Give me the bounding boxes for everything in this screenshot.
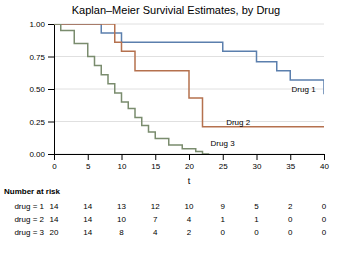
x-tick-mark (122, 154, 123, 160)
x-tick: 35 (286, 154, 295, 171)
y-tick: 1.00 (29, 20, 54, 29)
curve-label: Drug 3 (211, 139, 236, 148)
risk-value: 10 (185, 202, 194, 211)
risk-value: 12 (151, 202, 160, 211)
y-tick: 0.50 (29, 85, 54, 94)
km-curve (54, 24, 324, 127)
x-tick-label: 35 (286, 162, 295, 171)
x-tick-mark (54, 154, 55, 160)
x-tick: 40 (320, 154, 329, 171)
x-tick: 15 (151, 154, 160, 171)
y-axis: 0.00 0.25 0.50 0.75 1.00 (29, 20, 54, 159)
x-tick: 20 (185, 154, 194, 171)
x-axis: 0 5 10 15 20 25 30 35 40 (52, 154, 329, 171)
curve-label: Drug 2 (226, 118, 251, 127)
x-tick-mark (290, 154, 291, 160)
risk-value: 1 (221, 215, 226, 224)
risk-row-label: drug = 2 (14, 215, 44, 224)
risk-value: 9 (221, 202, 226, 211)
risk-value: 8 (119, 228, 124, 237)
x-tick: 10 (118, 154, 127, 171)
x-tick-label: 25 (219, 162, 228, 171)
risk-table: drug = 114141312109520drug = 21414107411… (14, 202, 326, 237)
risk-value: 2 (288, 202, 293, 211)
y-tick: 0.75 (29, 53, 54, 62)
x-tick-label: 0 (52, 162, 57, 171)
x-tick-label: 20 (185, 162, 194, 171)
x-tick-mark (189, 154, 190, 160)
risk-value: 10 (117, 215, 126, 224)
x-tick: 30 (253, 154, 262, 171)
x-tick: 0 (52, 154, 57, 171)
x-tick-label: 15 (151, 162, 160, 171)
risk-value: 14 (83, 228, 92, 237)
risk-value: 4 (153, 228, 158, 237)
x-tick-label: 10 (118, 162, 127, 171)
risk-value: 0 (288, 215, 293, 224)
risk-value: 20 (50, 228, 59, 237)
risk-value: 0 (288, 228, 293, 237)
y-tick: 0.00 (29, 150, 54, 159)
x-tick-label: 40 (320, 162, 329, 171)
risk-value: 14 (50, 202, 59, 211)
y-tick-mark (48, 122, 54, 123)
risk-value: 0 (221, 228, 226, 237)
risk-value: 13 (117, 202, 126, 211)
risk-value: 4 (187, 215, 192, 224)
risk-row-label: drug = 3 (14, 228, 44, 237)
y-tick-mark (48, 89, 54, 90)
curves (54, 24, 324, 154)
risk-value: 2 (187, 228, 192, 237)
y-tick-label: 0.75 (29, 53, 45, 62)
risk-value: 5 (254, 202, 259, 211)
risk-row-label: drug = 1 (14, 202, 44, 211)
title: Kaplan–Meier Survivial Estimates, by Dru… (72, 4, 280, 16)
y-tick-label: 0.50 (29, 85, 45, 94)
chart: Kaplan–Meier Survivial Estimates, by Dru… (0, 0, 352, 256)
grid (54, 24, 324, 154)
x-tick-label: 30 (253, 162, 262, 171)
y-tick-label: 1.00 (29, 20, 45, 29)
x-tick-mark (223, 154, 224, 160)
y-tick-label: 0.25 (29, 118, 45, 127)
x-tick-label: 5 (86, 162, 91, 171)
y-tick-mark (48, 57, 54, 58)
risk-value: 7 (153, 215, 158, 224)
x-axis-line (55, 155, 325, 161)
risk-value: 1 (254, 215, 259, 224)
x-tick-mark (324, 154, 325, 160)
y-tick-mark (48, 154, 54, 155)
x-tick: 25 (219, 154, 228, 171)
km-curve (54, 24, 209, 154)
y-tick-label: 0.00 (29, 150, 45, 159)
risk-value: 0 (322, 202, 327, 211)
y-tick: 0.25 (29, 118, 54, 127)
risk-value: 0 (322, 215, 327, 224)
grid-line (54, 121, 324, 122)
annotations: Drug 1 Drug 2 Drug 3 (211, 85, 317, 147)
risk-table-header: Number at risk (4, 187, 61, 196)
risk-value: 14 (50, 215, 59, 224)
risk-value: 14 (83, 215, 92, 224)
risk-value: 0 (322, 228, 327, 237)
x-tick-mark (155, 154, 156, 160)
plot: 0.00 0.25 0.50 0.75 1.00 0 5 10 15 20 25 30 35 40 t Dru… (29, 20, 329, 186)
x-tick-mark (257, 154, 258, 160)
x-tick: 5 (86, 154, 91, 171)
x-tick-mark (88, 154, 89, 160)
x-label: t (188, 176, 191, 186)
risk-value: 14 (83, 202, 92, 211)
y-tick-mark (48, 24, 54, 25)
curve-label: Drug 1 (292, 85, 317, 94)
y-axis-line (48, 25, 55, 155)
risk-value: 0 (254, 228, 259, 237)
